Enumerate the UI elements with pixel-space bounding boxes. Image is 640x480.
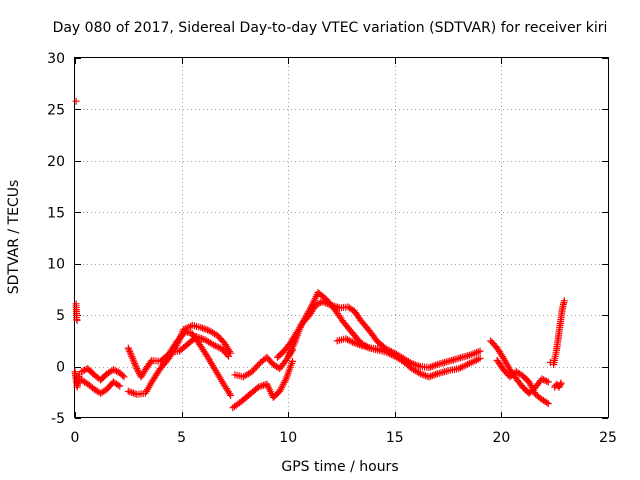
data-point <box>227 391 235 399</box>
data-point <box>347 337 355 345</box>
data-point <box>125 346 133 354</box>
data-point <box>73 316 81 324</box>
data-point <box>77 368 85 376</box>
y-tick-label: 15 <box>47 205 65 221</box>
data-point <box>499 353 506 361</box>
data-point <box>305 308 313 316</box>
plot-frame <box>74 57 609 418</box>
data-point <box>126 348 134 355</box>
y-tick-labels: -5 0 5 10 15 20 25 30 <box>47 51 65 427</box>
data-point <box>471 357 479 365</box>
data-point <box>193 333 200 341</box>
data-point <box>116 382 124 390</box>
y-tick-label: 20 <box>47 154 65 170</box>
data-point <box>344 336 351 344</box>
x-axis-label: GPS time / hours <box>281 459 398 475</box>
data-point <box>131 361 139 369</box>
data-point <box>215 343 223 351</box>
data-point <box>538 375 546 383</box>
data-point <box>130 358 138 366</box>
data-point <box>72 97 80 105</box>
data-point <box>223 351 231 359</box>
data-point <box>387 351 395 359</box>
data-point <box>183 324 191 332</box>
data-point <box>560 297 568 305</box>
data-point <box>349 338 357 346</box>
data-point <box>415 369 423 377</box>
data-point <box>129 356 137 364</box>
x-tick-label: 25 <box>599 430 617 446</box>
data-point <box>425 373 433 381</box>
data-point <box>79 367 87 375</box>
data-point <box>132 363 140 371</box>
chart-title: Day 080 of 2017, Sidereal Day-to-day VTE… <box>53 20 608 36</box>
y-tick-label: 0 <box>56 360 65 376</box>
y-tick-label: -5 <box>51 411 65 427</box>
data-point <box>133 365 141 373</box>
data-point <box>543 377 551 385</box>
data-point <box>428 362 436 370</box>
data-point <box>544 400 552 408</box>
data-point <box>114 381 122 389</box>
data-point <box>382 348 390 356</box>
x-tick-label: 20 <box>492 430 510 446</box>
data-point <box>113 367 121 375</box>
data-point <box>386 350 394 358</box>
data-point <box>471 349 479 357</box>
y-tick-label: 25 <box>47 102 65 118</box>
data-point <box>413 361 421 369</box>
data-point <box>128 353 136 361</box>
data-point <box>345 336 353 344</box>
axis-ticks <box>75 58 609 419</box>
data-point <box>289 357 296 365</box>
data-point <box>213 343 221 351</box>
data-point <box>120 373 128 381</box>
data-point <box>225 352 232 360</box>
y-tick-label: 5 <box>56 308 65 324</box>
data-point <box>541 377 549 384</box>
data-point <box>124 344 132 352</box>
data-point <box>540 376 547 384</box>
data-point <box>181 325 189 333</box>
data-point <box>127 351 135 359</box>
data-point <box>315 299 323 307</box>
data-point <box>455 365 463 373</box>
data-point <box>119 372 127 379</box>
data-point <box>131 360 139 367</box>
data-points <box>71 97 568 412</box>
data-point <box>111 366 119 374</box>
x-tick-label: 15 <box>386 430 404 446</box>
x-tick-labels: 0 5 10 15 20 25 <box>71 430 617 446</box>
data-point <box>226 390 234 398</box>
y-tick-label: 10 <box>47 257 65 273</box>
data-point <box>342 335 350 343</box>
data-point <box>210 341 218 349</box>
x-tick-label: 5 <box>177 430 186 446</box>
y-axis-label: SDTVAR / TECUs <box>6 180 22 295</box>
data-point <box>557 379 565 387</box>
data-point <box>126 349 134 357</box>
data-point <box>180 326 188 333</box>
data-point <box>109 366 117 374</box>
data-point <box>476 354 484 362</box>
x-tick-label: 10 <box>279 430 297 446</box>
data-point <box>147 358 155 366</box>
data-point <box>211 342 219 350</box>
data-point <box>354 340 362 348</box>
y-tick-label: 30 <box>47 51 65 67</box>
data-point <box>556 380 564 388</box>
data-point <box>462 361 470 369</box>
data-point <box>543 399 551 407</box>
data-point <box>376 345 384 353</box>
data-point <box>202 325 210 333</box>
data-point <box>544 378 552 386</box>
data-point <box>384 349 392 357</box>
data-point <box>476 347 484 355</box>
x-tick-label: 0 <box>71 430 80 446</box>
data-point <box>134 366 142 374</box>
